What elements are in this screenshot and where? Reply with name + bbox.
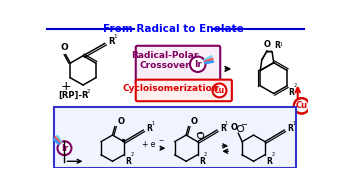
Text: R: R	[287, 124, 293, 133]
Text: Radical-Polar: Radical-Polar	[131, 51, 198, 60]
Text: R: R	[126, 157, 131, 166]
Text: R: R	[275, 41, 280, 50]
FancyBboxPatch shape	[54, 107, 296, 168]
Text: R: R	[220, 124, 226, 133]
Circle shape	[190, 57, 206, 72]
Text: O: O	[61, 43, 69, 52]
Text: O: O	[263, 40, 271, 49]
Text: +: +	[61, 80, 71, 93]
Text: Crossover: Crossover	[139, 61, 190, 70]
Text: R: R	[289, 88, 294, 97]
Text: −: −	[240, 120, 248, 129]
Text: 1: 1	[292, 121, 295, 126]
FancyBboxPatch shape	[136, 46, 220, 84]
Text: −: −	[158, 137, 163, 142]
Text: Cu: Cu	[295, 101, 308, 110]
Text: Cycloisomerization: Cycloisomerization	[122, 84, 219, 93]
Text: −: −	[196, 129, 202, 138]
Text: O: O	[231, 123, 237, 132]
Text: 2: 2	[271, 152, 274, 157]
Text: O: O	[117, 117, 124, 126]
Text: R: R	[146, 124, 152, 133]
Text: + e: + e	[142, 140, 156, 149]
Text: R: R	[266, 157, 272, 166]
Text: Ir: Ir	[61, 144, 68, 153]
Text: 2: 2	[293, 83, 297, 88]
Circle shape	[294, 98, 310, 114]
FancyBboxPatch shape	[136, 80, 232, 101]
Text: 1: 1	[151, 121, 154, 126]
Text: 1: 1	[113, 34, 117, 39]
Text: 2: 2	[130, 152, 133, 157]
Circle shape	[212, 84, 226, 97]
Text: From Radical to Enolate: From Radical to Enolate	[103, 24, 244, 34]
Text: 2: 2	[204, 152, 207, 157]
Text: Ir: Ir	[194, 60, 202, 69]
Circle shape	[57, 141, 71, 155]
Text: 1: 1	[225, 121, 228, 126]
Text: 2: 2	[87, 88, 90, 94]
Text: R: R	[199, 157, 205, 166]
Text: [RP]-R: [RP]-R	[58, 91, 89, 100]
Text: R: R	[109, 37, 115, 46]
Text: O: O	[191, 117, 198, 126]
Text: Cu: Cu	[214, 86, 225, 95]
Text: 1: 1	[279, 42, 282, 46]
